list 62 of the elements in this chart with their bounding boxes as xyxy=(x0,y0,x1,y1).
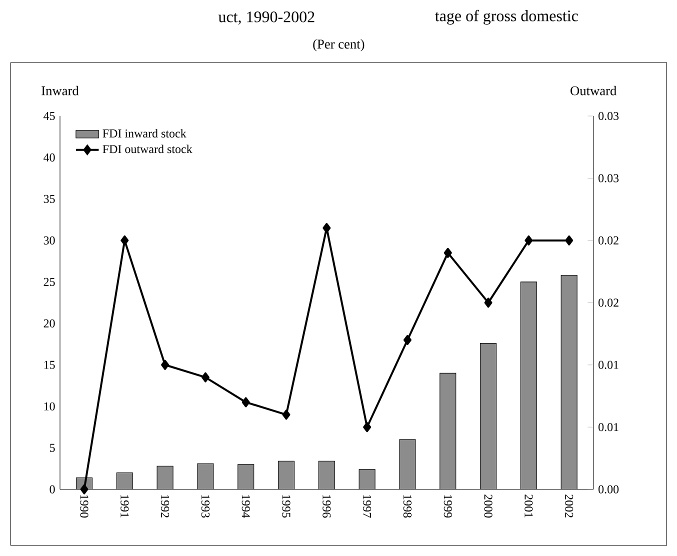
y2-tick-label: 0.02 xyxy=(598,298,618,307)
point xyxy=(363,422,372,432)
bar xyxy=(480,343,497,490)
y-tick-label: 0 xyxy=(50,485,55,494)
bar xyxy=(318,460,335,490)
y2-tick-label: 0.02 xyxy=(598,236,618,245)
bar xyxy=(440,372,456,490)
x-tick-label: 1995 xyxy=(282,495,290,518)
bar xyxy=(116,472,133,490)
bar xyxy=(358,469,376,490)
legend-label: FDI inward stock xyxy=(102,129,186,138)
y2-tick-label: 0.03 xyxy=(598,174,619,182)
point xyxy=(403,335,412,345)
bar xyxy=(520,282,537,490)
y-tick-label: 30 xyxy=(44,236,55,244)
y-tick-label: 40 xyxy=(44,153,55,162)
x-tick-label: 2001 xyxy=(524,494,533,518)
y-tick-label: 5 xyxy=(50,444,55,452)
y2-tick-label: 0.03 xyxy=(598,112,619,120)
y-axis-title: Inward xyxy=(42,86,79,96)
y-tick-label: 20 xyxy=(44,319,55,328)
x-tick-label: 2002 xyxy=(565,494,574,518)
point xyxy=(444,248,452,258)
y2-tick-label: 0.01 xyxy=(598,423,618,432)
x-tick-label: 1992 xyxy=(161,495,170,518)
y2-axis-title: Outward xyxy=(570,86,617,96)
x-tick-label: 1998 xyxy=(403,495,412,518)
point xyxy=(120,235,129,246)
point xyxy=(565,235,574,246)
x-tick-label: 1996 xyxy=(322,495,331,518)
bar xyxy=(560,275,578,490)
y2-tick-label: 0.00 xyxy=(598,485,619,494)
point xyxy=(201,372,210,382)
x-tick-label: 1997 xyxy=(363,495,372,518)
bar xyxy=(399,439,416,490)
bar xyxy=(238,464,254,490)
point xyxy=(282,410,290,420)
x-tick-label: 1999 xyxy=(444,495,452,518)
bar xyxy=(197,463,214,490)
point xyxy=(80,484,88,494)
x-tick-label: 1990 xyxy=(80,495,88,518)
point xyxy=(242,397,250,408)
y-tick-label: 25 xyxy=(44,278,55,286)
y-tick-label: 15 xyxy=(44,360,55,369)
y2-tick-label: 0.01 xyxy=(598,360,618,369)
y-tick-label: 35 xyxy=(44,194,55,204)
x-tick-label: 1991 xyxy=(120,495,129,518)
point xyxy=(322,223,331,233)
x-tick-label: 1994 xyxy=(242,495,250,518)
text: (Per cent) xyxy=(313,39,364,52)
point xyxy=(161,360,170,370)
chart-subtitle: uct, 1990-2002 xyxy=(218,12,314,25)
y-tick-label: 45 xyxy=(44,112,55,120)
x-tick-label: 1993 xyxy=(201,495,210,518)
bar xyxy=(156,466,174,490)
chart-title: tage of gross domestic xyxy=(435,10,578,25)
x-tick-label: 2000 xyxy=(484,494,492,518)
point xyxy=(484,298,492,308)
point xyxy=(524,235,533,246)
legend-label: FDI outward stock xyxy=(102,144,192,154)
y-tick-label: 10 xyxy=(44,402,55,410)
bar xyxy=(278,460,295,490)
